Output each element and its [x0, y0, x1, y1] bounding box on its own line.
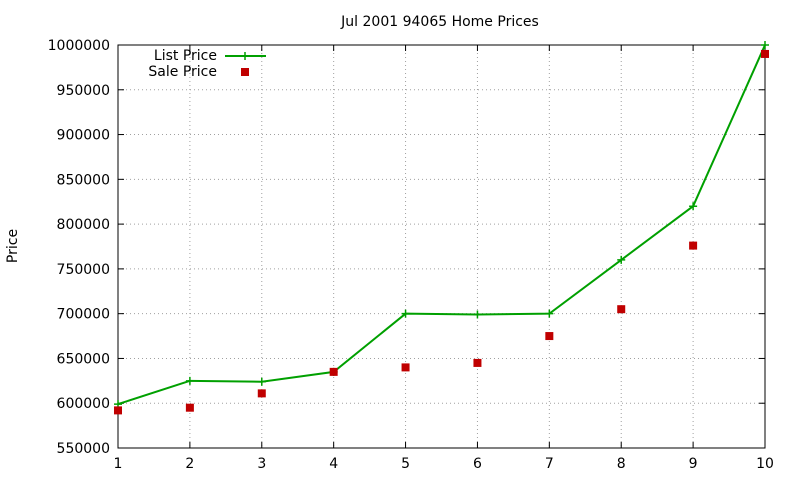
- legend: List Price Sale Price: [148, 48, 266, 80]
- data-point: [473, 358, 482, 367]
- plot-frame: [117, 44, 766, 449]
- y-tick-label: 800000: [57, 217, 110, 233]
- y-axis-label: Price: [5, 229, 21, 263]
- data-point: [473, 310, 482, 319]
- series: [114, 41, 769, 415]
- data-point: [761, 41, 769, 49]
- data-point: [401, 363, 410, 372]
- y-tick-label: 1000000: [48, 38, 110, 54]
- y-tick-label: 950000: [57, 83, 110, 99]
- y-tick-label: 600000: [57, 396, 110, 412]
- data-point: [114, 406, 122, 415]
- series-0: [114, 41, 769, 409]
- legend-entry-list-price: List Price: [154, 48, 217, 64]
- y-tick-label: 700000: [57, 307, 110, 323]
- data-point: [185, 376, 194, 385]
- x-tick-label: 6: [473, 456, 482, 472]
- legend-marker-list-price: [241, 52, 249, 60]
- x-tick-label: 10: [756, 456, 774, 472]
- x-tick-label: 3: [257, 456, 266, 472]
- grid: [118, 45, 765, 448]
- y-tick-label: 650000: [57, 351, 110, 367]
- data-point: [257, 389, 266, 398]
- legend-marker-sale-price: [241, 68, 249, 76]
- series-line: [117, 44, 766, 406]
- data-point: [617, 305, 626, 314]
- legend-entry-sale-price: Sale Price: [148, 64, 217, 80]
- chart-title: Jul 2001 94065 Home Prices: [340, 14, 539, 30]
- data-point: [545, 309, 554, 318]
- x-tick-label: 8: [617, 456, 626, 472]
- x-tick-label: 7: [545, 456, 554, 472]
- data-point: [617, 255, 626, 264]
- x-tick-label: 9: [689, 456, 698, 472]
- axis-ticks: 550000 600000 650000 700000 750000 800000 8500…: [48, 38, 774, 472]
- y-tick-label: 550000: [57, 441, 110, 457]
- x-tick-label: 2: [185, 456, 194, 472]
- data-point: [257, 377, 266, 386]
- data-point: [185, 403, 194, 412]
- y-tick-label: 850000: [57, 172, 110, 188]
- data-point: [689, 202, 698, 211]
- data-point: [545, 332, 554, 341]
- series-1: [114, 49, 769, 415]
- y-tick-label: 900000: [57, 128, 110, 144]
- data-point: [689, 241, 698, 250]
- data-point: [761, 49, 769, 58]
- y-tick-label: 750000: [57, 262, 110, 278]
- data-point: [329, 367, 338, 376]
- x-tick-label: 4: [329, 456, 338, 472]
- data-point: [401, 309, 410, 318]
- x-tick-label: 5: [401, 456, 410, 472]
- x-tick-label: 1: [114, 456, 123, 472]
